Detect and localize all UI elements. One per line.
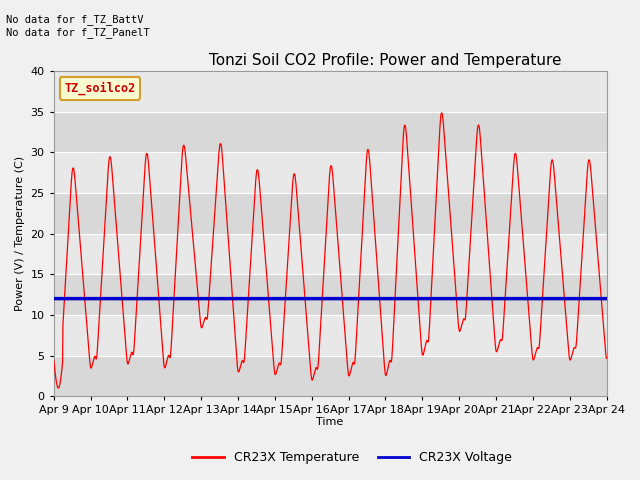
X-axis label: Time: Time [316,417,344,427]
Title: Tonzi Soil CO2 Profile: Power and Temperature: Tonzi Soil CO2 Profile: Power and Temper… [209,53,562,68]
Text: No data for f_TZ_BattV
No data for f_TZ_PanelT: No data for f_TZ_BattV No data for f_TZ_… [6,14,150,38]
Bar [54,356,607,396]
Bar [54,234,607,274]
Bar [54,193,607,234]
Y-axis label: Power (V) / Temperature (C): Power (V) / Temperature (C) [15,156,25,311]
Bar [54,315,607,356]
Bar [54,71,607,112]
Bar [54,274,607,315]
Bar [54,152,607,193]
Legend: TZ_soilco2: TZ_soilco2 [60,77,140,100]
Legend: CR23X Temperature, CR23X Voltage: CR23X Temperature, CR23X Voltage [188,446,516,469]
Bar [54,112,607,152]
